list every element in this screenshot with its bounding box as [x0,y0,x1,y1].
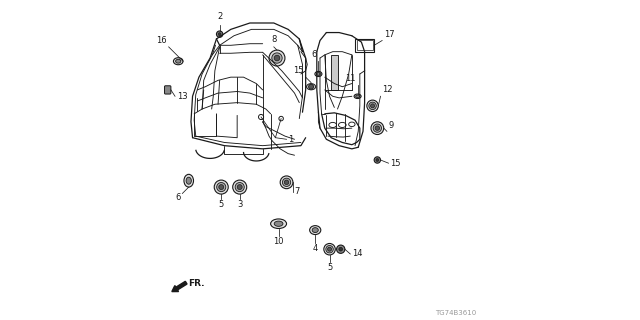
Ellipse shape [175,59,181,63]
Text: 17: 17 [384,30,394,39]
Circle shape [237,185,242,189]
Bar [356,40,372,50]
Text: 15: 15 [390,159,401,168]
Circle shape [369,102,376,109]
Text: 15: 15 [294,66,304,75]
Circle shape [324,244,335,255]
Ellipse shape [274,221,283,226]
Text: 10: 10 [273,237,284,246]
Circle shape [284,180,289,185]
Circle shape [280,176,293,189]
Ellipse shape [356,95,360,98]
Ellipse shape [186,177,191,184]
Circle shape [274,55,280,61]
Circle shape [233,180,246,194]
Ellipse shape [173,58,183,65]
Ellipse shape [310,226,321,235]
Circle shape [214,180,228,194]
Ellipse shape [354,94,361,99]
Text: 14: 14 [352,250,362,259]
Circle shape [373,124,381,132]
Ellipse shape [315,71,322,76]
Text: 9: 9 [388,121,394,130]
Circle shape [308,84,314,89]
Circle shape [374,157,381,163]
Ellipse shape [307,84,316,90]
Text: 5: 5 [327,263,332,272]
Text: 13: 13 [177,92,188,101]
Circle shape [375,126,380,130]
Text: 12: 12 [382,85,392,94]
Circle shape [272,53,282,63]
Text: 1: 1 [288,135,293,144]
FancyArrow shape [172,281,187,292]
Circle shape [371,104,374,108]
Circle shape [328,247,332,251]
Text: 16: 16 [156,36,167,45]
Circle shape [218,33,221,36]
Text: 4: 4 [312,244,318,253]
Text: 7: 7 [294,188,300,196]
Ellipse shape [184,174,193,187]
Text: 6: 6 [175,194,180,203]
Circle shape [376,159,379,161]
Circle shape [282,178,291,187]
Circle shape [367,100,378,112]
Circle shape [339,247,342,251]
FancyBboxPatch shape [164,86,171,94]
Text: 11: 11 [346,74,356,83]
Ellipse shape [312,228,318,233]
Circle shape [235,182,244,192]
Bar [355,39,374,52]
Ellipse shape [316,73,321,76]
Text: 3: 3 [237,200,243,209]
Circle shape [326,245,333,253]
Text: FR.: FR. [188,279,205,288]
Circle shape [219,185,224,189]
Text: 2: 2 [217,12,222,21]
Text: 6: 6 [312,50,317,59]
Text: 5: 5 [219,200,224,209]
Circle shape [217,182,226,192]
Text: TG74B3610: TG74B3610 [435,310,476,316]
Circle shape [337,245,345,253]
Polygon shape [331,55,337,90]
Circle shape [216,31,223,37]
Ellipse shape [271,219,287,228]
Circle shape [269,50,285,66]
Circle shape [371,122,384,134]
Text: 8: 8 [271,35,276,44]
